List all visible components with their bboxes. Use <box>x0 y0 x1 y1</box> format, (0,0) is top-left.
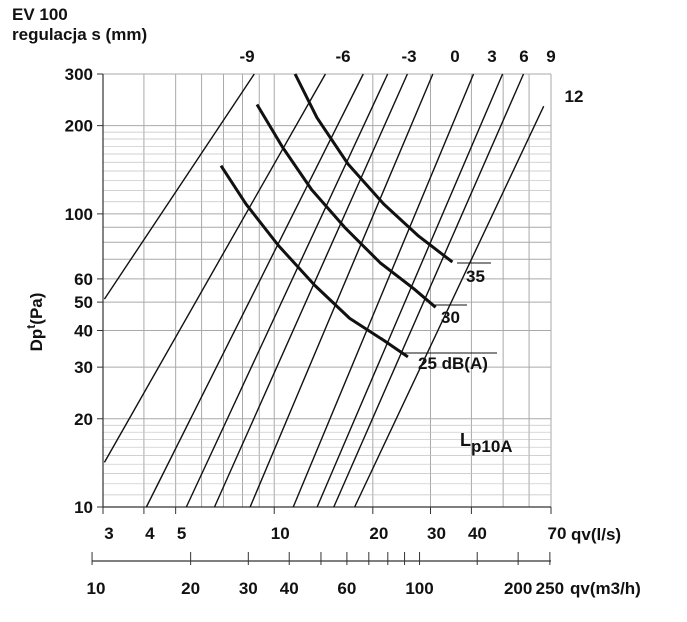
x-tick-label-m3h: 30 <box>239 579 258 598</box>
x-tick-label-ls: 30 <box>427 524 446 543</box>
setting-line-6 <box>316 73 504 508</box>
sound-curves <box>219 73 454 359</box>
chart-title: EV 100 <box>12 5 68 24</box>
x-tick-label-m3h: 250 <box>536 579 564 598</box>
y-tick-label: 40 <box>74 322 93 341</box>
labels: 35 30 25 dB(A) -9 -6 -3 0 3 6 9 12 <box>239 47 583 373</box>
x-tick-label-m3h: 20 <box>181 579 200 598</box>
sound-curve-0 <box>293 73 454 264</box>
x-tick-label-ls: 20 <box>369 524 388 543</box>
setting-label: 0 <box>450 47 459 66</box>
x-tick-label-ls: 3 <box>104 524 113 543</box>
setting-label: -6 <box>335 47 350 66</box>
setting-line--6 <box>145 73 364 508</box>
y-tick-label: 200 <box>65 117 93 136</box>
setting-line--9 <box>103 73 255 300</box>
x-axis-label-ls: qv(l/s) <box>571 525 621 544</box>
y-tick-label: 300 <box>65 65 93 84</box>
x-axis-label-m3h: qv(m3/h) <box>570 579 641 598</box>
chart-subtitle: regulacja s (mm) <box>12 25 147 44</box>
sound-curve-1 <box>255 103 437 309</box>
axes: 10 20 30 40 50 60 100 200 300 3 4 5 10 20 30 40 70 10 20 30… <box>65 65 567 598</box>
setting-label: 12 <box>565 87 584 106</box>
y-axis-label: Dpt(Pa) <box>24 293 46 352</box>
x-tick-label-ls: 40 <box>468 524 487 543</box>
sound-legend-sub: p10A <box>471 437 513 456</box>
y-tick-label: 100 <box>65 205 93 224</box>
x-tick-label-m3h: 10 <box>87 579 106 598</box>
setting-label: 9 <box>546 47 555 66</box>
x-tick-label-ls: 4 <box>145 524 155 543</box>
sound-legend-label: Lp10A <box>460 430 513 456</box>
setting-line-12 <box>354 105 545 508</box>
x-tick-label-m3h: 100 <box>405 579 433 598</box>
y-tick-label: 20 <box>74 410 93 429</box>
plot-frame <box>102 74 551 508</box>
setting-line-3 <box>292 73 475 508</box>
y-tick-label: 10 <box>74 498 93 517</box>
setting-line-s2 <box>103 73 327 463</box>
sound-label-30: 30 <box>441 308 460 327</box>
sound-label-25: 25 dB(A) <box>418 354 488 373</box>
x-tick-label-ls: 70 <box>548 524 567 543</box>
y-tick-label: 60 <box>74 270 93 289</box>
y-axis-label-unit: (Pa) <box>27 293 46 325</box>
x-tick-label-ls: 5 <box>177 524 186 543</box>
setting-label: 3 <box>487 47 496 66</box>
sound-label-35: 35 <box>466 267 485 286</box>
setting-label: -3 <box>401 47 416 66</box>
setting-lines <box>103 73 545 508</box>
x-tick-label-ls: 10 <box>271 524 290 543</box>
setting-line-0 <box>249 73 434 508</box>
y-tick-label: 30 <box>74 358 93 377</box>
y-axis-label-main: Dp <box>27 329 46 352</box>
y-axis-label-sup: t <box>24 325 38 329</box>
setting-label: -9 <box>239 47 254 66</box>
sound-legend-main: L <box>460 430 471 450</box>
y-tick-label: 50 <box>74 293 93 312</box>
x-tick-label-m3h: 40 <box>280 579 299 598</box>
x-tick-label-m3h: 60 <box>337 579 356 598</box>
setting-label: 6 <box>519 47 528 66</box>
setting-line-s4 <box>185 73 389 508</box>
x-tick-label-m3h: 200 <box>504 579 532 598</box>
setting-line--3 <box>213 73 409 508</box>
sound-curve-2 <box>219 164 409 359</box>
setting-line-9 <box>333 73 525 508</box>
